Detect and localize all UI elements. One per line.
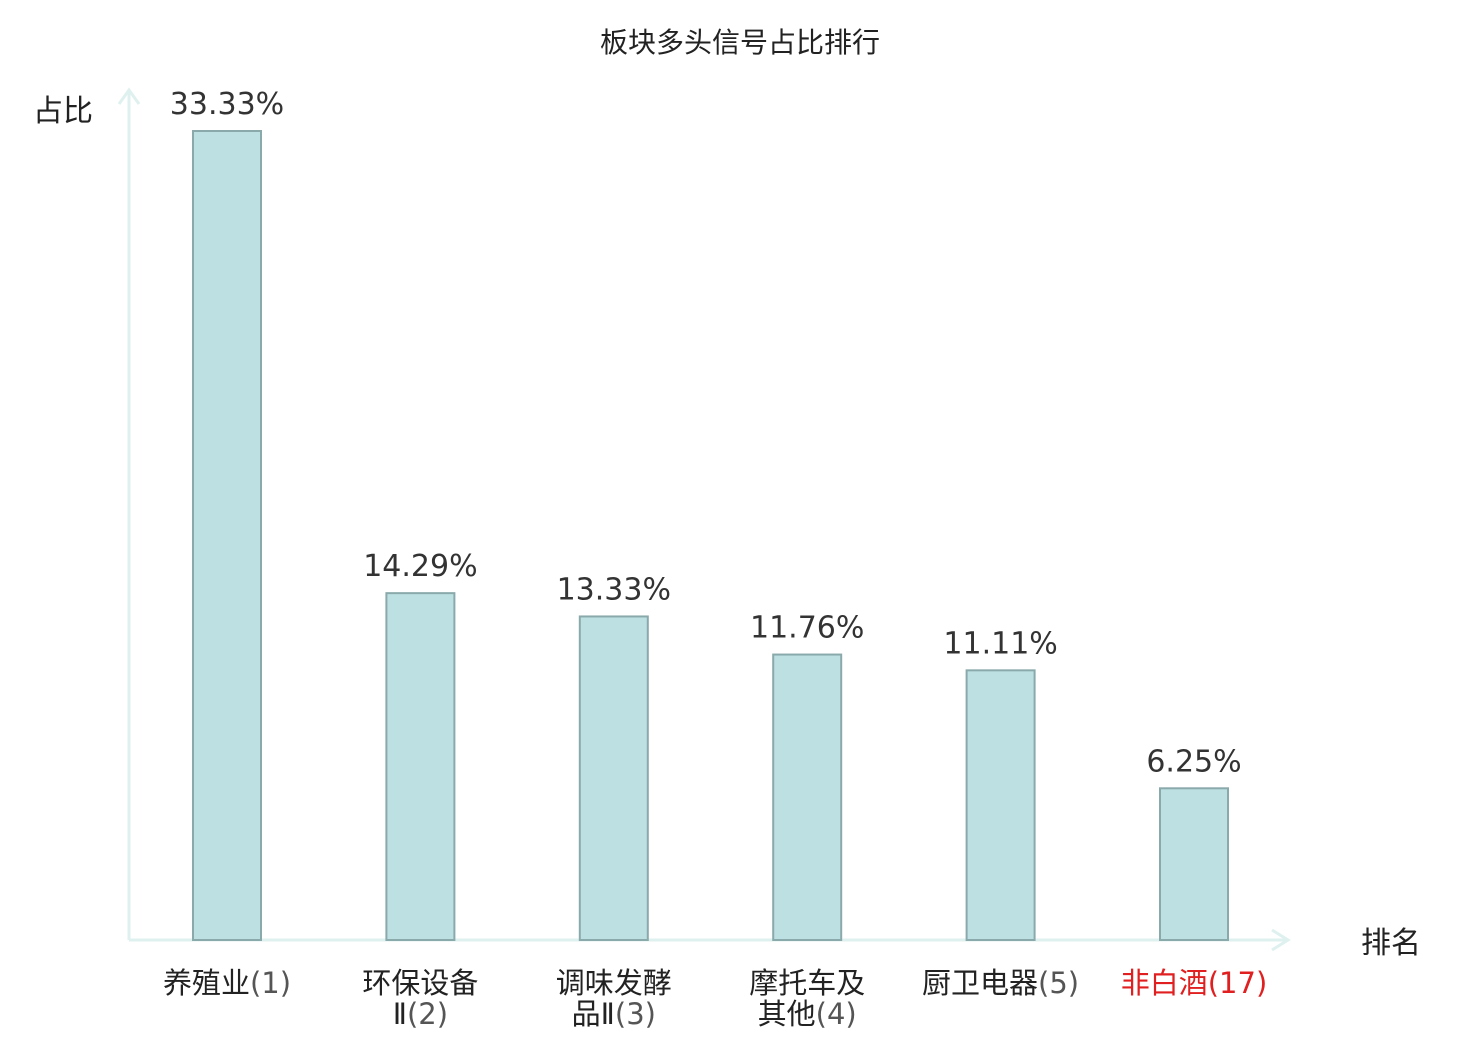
x-tick-label: 品Ⅱ(3) <box>572 997 656 1031</box>
x-tick-rank: (3) <box>615 997 656 1031</box>
x-tick-rank: (2) <box>407 997 448 1031</box>
bar <box>192 130 262 941</box>
x-tick-rank: (5) <box>1038 966 1079 1000</box>
x-axis-label: 排名 <box>1361 926 1421 961</box>
x-tick-name: 品Ⅱ <box>572 997 615 1031</box>
x-tick-name: 摩托车及 <box>749 966 865 1000</box>
x-tick-name: 调味发酵 <box>556 966 672 1000</box>
x-tick-label: 厨卫电器(5) <box>922 966 1079 1000</box>
data-label: 33.33% <box>170 87 284 122</box>
bar <box>578 615 649 941</box>
x-tick-rank: (17) <box>1208 966 1268 1000</box>
data-label: 14.29% <box>363 549 477 584</box>
x-tick-label: 其他(4) <box>758 997 857 1031</box>
bars-group <box>192 130 1229 942</box>
data-label: 11.76% <box>750 611 864 646</box>
x-tick-label: 摩托车及 <box>749 966 865 1000</box>
x-axis <box>129 928 1291 952</box>
x-tick-name: 环保设备 <box>362 966 478 1000</box>
x-tick-label: 调味发酵 <box>556 966 672 1000</box>
y-axis <box>117 87 141 940</box>
data-label: 13.33% <box>557 572 671 607</box>
x-tick-name: 养殖业 <box>163 966 250 1000</box>
x-tick-name: Ⅱ <box>393 997 407 1031</box>
x-tick-label: 养殖业(1) <box>163 966 291 1000</box>
y-axis-label: 占比 <box>33 94 93 129</box>
x-tick-label: 非白酒(17) <box>1121 966 1268 1000</box>
x-tick-rank: (4) <box>816 997 857 1031</box>
data-label: 6.25% <box>1146 744 1241 779</box>
x-tick-label: Ⅱ(2) <box>393 997 448 1031</box>
data-label: 11.11% <box>943 626 1057 661</box>
bar <box>965 669 1036 941</box>
bar <box>772 653 843 942</box>
x-tick-rank: (1) <box>250 966 291 1000</box>
x-tick-label: 环保设备 <box>362 966 478 1000</box>
x-tick-name: 其他 <box>758 997 816 1031</box>
bar <box>1159 787 1229 941</box>
x-tick-name: 非白酒 <box>1121 966 1208 1000</box>
x-tick-name: 厨卫电器 <box>922 966 1038 1000</box>
bar <box>385 592 456 942</box>
chart-title: 板块多头信号占比排行 <box>600 26 880 59</box>
value-labels-group: 33.33% 14.29% 13.33% 11.76% 11.11% 6.25% <box>170 87 1242 779</box>
